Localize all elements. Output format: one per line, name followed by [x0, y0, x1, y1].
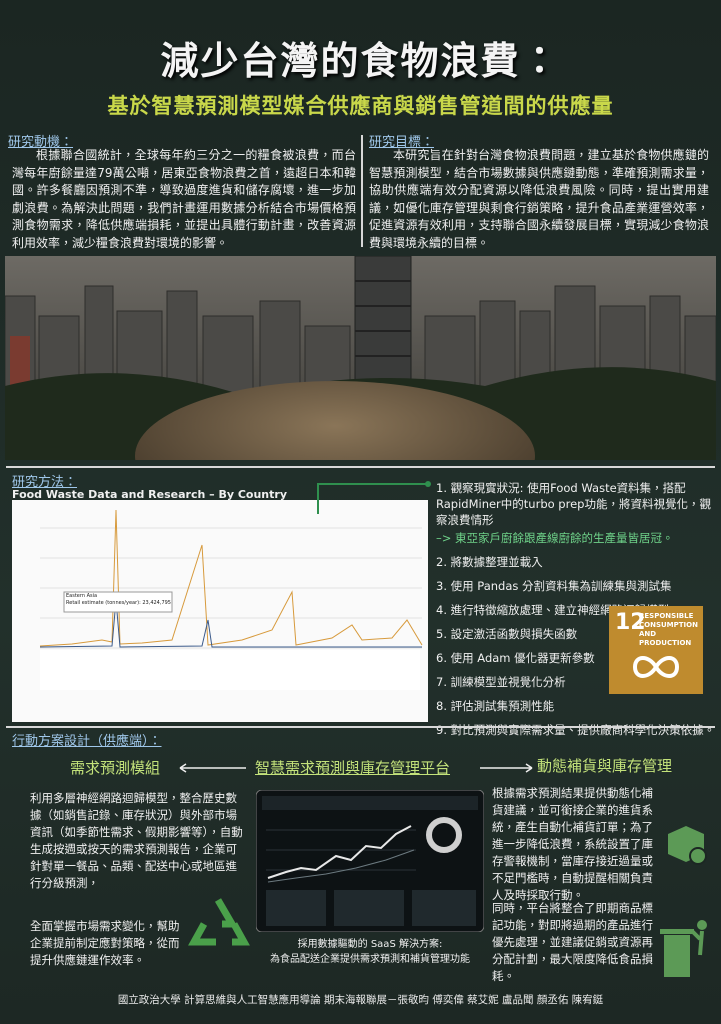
dashboard-image: [256, 790, 484, 932]
poster-title: 減少台灣的食物浪費：: [160, 39, 561, 83]
caption-line: 為食品配送企業提供需求預測和補貨管理功能: [270, 954, 470, 965]
step: 9. 對比預測與實際需求量、提供廠商科學化決策依據。: [436, 723, 716, 737]
module-text: 利用多層神經網路迴歸模型，整合歷史數據（如銷售記錄、庫存狀況）與外部市場資訊（如…: [30, 791, 243, 890]
section-heading: 行動方案設計（供應端）：: [12, 734, 162, 749]
module-text: 全面掌握市場需求變化，幫助企業提前制定應對策略，從而提升供應鏈運作效率。: [30, 919, 180, 967]
chart-tooltip: Eastern Asia Retail estimate (tonnes/yea…: [66, 593, 171, 607]
step: 5. 設定激活函數與損失函數: [436, 627, 578, 641]
chart-image: [12, 500, 428, 722]
chart-title: Food Waste Data and Research – By Countr…: [12, 488, 287, 501]
sdg-label: RESPONSIBLE CONSUMPTION AND PRODUCTION: [639, 612, 698, 647]
module-heading: 需求預測模組: [70, 759, 161, 777]
tooltip-title: Eastern Asia: [66, 593, 98, 599]
module-heading: 動態補貨與庫存管理: [537, 757, 673, 775]
poster-subtitle: 基於智慧預測模型媒合供應商與銷售管道間的供應量: [107, 94, 614, 118]
divider: [6, 726, 715, 728]
trash-icon: [660, 920, 707, 977]
step: 8. 評估測試集預測性能: [436, 699, 555, 713]
paragraph: 根據聯合國統計，全球每年約三分之一的糧食被浪費，而台灣每年廚餘量達79萬公噸，居…: [12, 148, 356, 250]
caption: 採用數據驅動的 SaaS 解決方案: 為食品配送企業提供需求預測和補貨管理功能: [250, 937, 490, 967]
section-heading: 研究方法：: [12, 475, 78, 490]
arrows: [179, 763, 533, 773]
sdg-number: 12: [615, 610, 646, 635]
step: 6. 使用 Adam 優化器更新參數: [436, 651, 595, 665]
section-heading: 研究動機：: [8, 135, 74, 150]
box-icon: [668, 826, 707, 865]
step: 1. 觀察現實狀況: 使用Food Waste資料集，搭配RapidMiner中…: [436, 481, 711, 527]
step-note: –> 東亞家戶廚餘跟產線廚餘的生產量皆居冠。: [436, 531, 674, 545]
photo: [5, 256, 716, 460]
sdg-badge: 12 RESPONSIBLE CONSUMPTION AND PRODUCTIO…: [609, 606, 703, 694]
divider: [6, 466, 715, 468]
paragraph: 本研究旨在針對台灣食物浪費問題，建立基於食物供應鏈的智慧預測模型，結合市場數據與…: [369, 148, 709, 250]
connector: [317, 481, 431, 514]
tooltip-value: Retail estimate (tonnes/year): 23,424,79…: [66, 600, 171, 606]
caption-line: 採用數據驅動的 SaaS 解決方案:: [297, 939, 443, 950]
step: 2. 將數據整理並載入: [436, 555, 543, 569]
step: 7. 訓練模型並視覺化分析: [436, 675, 566, 689]
module-text: 同時，平台將整合了即期商品標記功能，對即將過期的產品進行優先處理，並建議促銷或資…: [492, 901, 653, 983]
footer: 國立政治大學 計算思維與人工智慧應用導論 期末海報聯展－張敬昀 傅奕偉 蔡艾妮 …: [117, 994, 604, 1006]
step: 3. 使用 Pandas 分割資料集為訓練集與測試集: [436, 579, 672, 593]
module-heading: 智慧需求預測與庫存管理平台: [255, 759, 451, 777]
sdg-icon: [632, 656, 680, 678]
module-text: 根據需求預測結果提供動態化補貨建議，並可銜接企業的進貨系統，產生自動化補貨訂單；…: [492, 786, 653, 902]
section-heading: 研究目標：: [369, 135, 435, 150]
recycle-icon: [188, 898, 250, 946]
divider: [361, 135, 363, 247]
